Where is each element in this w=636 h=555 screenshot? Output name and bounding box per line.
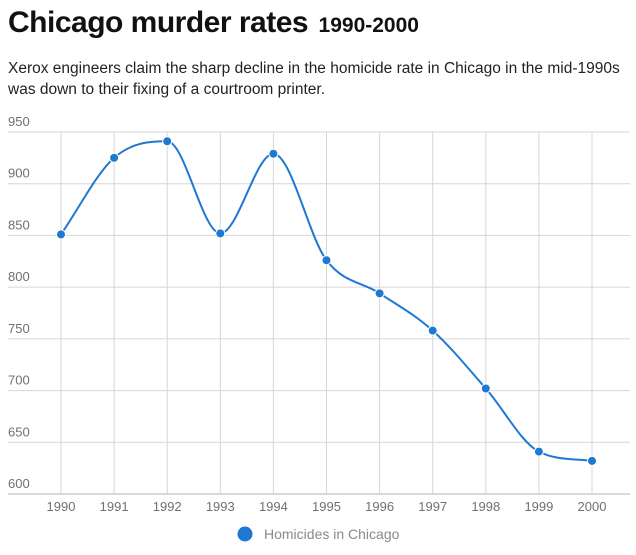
data-point-1993[interactable] bbox=[215, 228, 226, 239]
legend: Homicides in Chicago bbox=[237, 526, 400, 542]
x-tick-label-1994: 1994 bbox=[259, 499, 288, 514]
title-row: Chicago murder rates 1990-2000 bbox=[8, 6, 419, 40]
data-point-1999[interactable] bbox=[533, 446, 544, 457]
x-tick-label-1992: 1992 bbox=[153, 499, 182, 514]
chart-grid bbox=[8, 131, 630, 495]
x-tick-label-2000: 2000 bbox=[578, 499, 607, 514]
y-tick-label-900: 900 bbox=[8, 166, 30, 181]
data-point-2000[interactable] bbox=[587, 455, 597, 466]
x-tick-label-1991: 1991 bbox=[100, 499, 129, 514]
x-tick-label-1990: 1990 bbox=[47, 499, 76, 514]
x-axis-ticks: 1990 1991 1992 1993 1994 1995 1996 1997 1998 1999… bbox=[47, 499, 607, 514]
y-tick-label-850: 850 bbox=[8, 217, 30, 232]
y-tick-label-950: 950 bbox=[8, 114, 30, 129]
data-point-1996[interactable] bbox=[374, 288, 385, 299]
y-tick-label-800: 800 bbox=[8, 269, 30, 284]
x-tick-label-1996: 1996 bbox=[365, 499, 394, 514]
x-tick-label-1998: 1998 bbox=[471, 499, 500, 514]
x-tick-label-1997: 1997 bbox=[418, 499, 447, 514]
chart-description: Xerox engineers claim the sharp decline … bbox=[8, 60, 620, 98]
data-point-1990[interactable] bbox=[56, 229, 66, 240]
data-point-1992[interactable] bbox=[162, 136, 173, 147]
x-tick-label-1999: 1999 bbox=[524, 499, 553, 514]
x-tick-label-1993: 1993 bbox=[206, 499, 235, 514]
series-layer bbox=[56, 136, 597, 466]
data-point-1998[interactable] bbox=[480, 383, 491, 394]
y-tick-label-750: 750 bbox=[8, 321, 30, 336]
data-point-1991[interactable] bbox=[109, 152, 120, 163]
y-tick-label-650: 650 bbox=[8, 424, 30, 439]
data-point-1997[interactable] bbox=[427, 325, 438, 336]
data-point-1994[interactable] bbox=[268, 148, 279, 159]
chart-title: Chicago murder rates bbox=[8, 6, 309, 39]
x-tick-label-1995: 1995 bbox=[312, 499, 341, 514]
legend-label-0: Homicides in Chicago bbox=[264, 526, 400, 542]
y-tick-label-700: 700 bbox=[8, 373, 30, 388]
series-line-0 bbox=[60, 140, 593, 462]
y-tick-label-600: 600 bbox=[8, 476, 30, 491]
chart-date-range: 1990-2000 bbox=[318, 14, 419, 37]
legend-marker-0 bbox=[237, 526, 253, 542]
data-point-1995[interactable] bbox=[321, 255, 332, 266]
y-axis-ticks: 600 650 700 750 800 850 900 950 bbox=[8, 114, 30, 491]
